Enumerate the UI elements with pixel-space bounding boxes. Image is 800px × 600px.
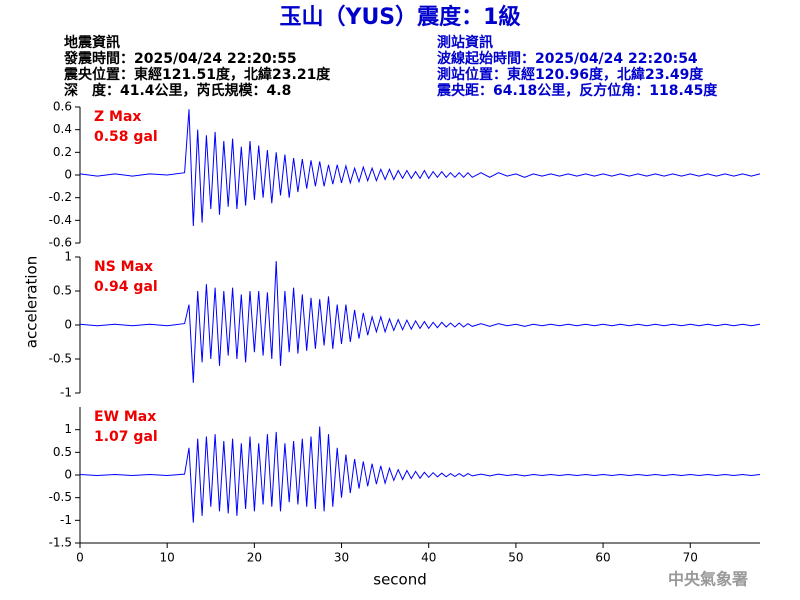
footer-logo: 中央氣象署 [668, 570, 748, 589]
x-axis-label: second [373, 571, 427, 589]
y-tick-label: 1 [64, 422, 72, 436]
x-tick-label: 70 [683, 551, 698, 565]
y-tick-label: -1.5 [49, 536, 72, 550]
annotation: EW Max [94, 409, 156, 425]
y-tick-label: -0.6 [49, 236, 72, 250]
y-tick-label: 0 [64, 468, 72, 482]
y-tick-label: 0 [64, 168, 72, 182]
x-tick-label: 10 [160, 551, 175, 565]
y-tick-label: 0.5 [53, 445, 72, 459]
y-tick-label: 0.5 [53, 284, 72, 298]
waveform [79, 109, 761, 227]
annotation: Z Max [94, 109, 141, 125]
y-tick-label: 1 [64, 250, 72, 264]
y-tick-label: 0 [64, 318, 72, 332]
y-tick-label: -0.5 [49, 490, 72, 504]
x-tick-label: 50 [508, 551, 523, 565]
y-tick-label: -0.4 [49, 213, 72, 227]
info-right: 測站位置：東經120.96度，北緯23.49度 [437, 66, 704, 83]
x-tick-label: 40 [421, 551, 436, 565]
info-left: 發震時間：2025/04/24 22:20:55 [63, 50, 297, 67]
y-tick-label: -1 [60, 513, 72, 527]
annotation: 1.07 gal [94, 429, 158, 445]
x-tick-label: 30 [334, 551, 349, 565]
y-tick-label: -0.5 [49, 352, 72, 366]
y-axis-label: acceleration [23, 256, 41, 348]
annotation: 0.94 gal [94, 279, 158, 295]
y-tick-label: -0.2 [49, 190, 72, 204]
info-right: 震央距：64.18公里，反方位角：118.45度 [436, 82, 718, 99]
waveform [79, 426, 761, 523]
info-left: 震央位置：東經121.51度，北緯23.21度 [63, 66, 331, 83]
chart-title: 玉山（YUS）震度：1級 [280, 4, 521, 30]
info-right: 測站資訊 [437, 34, 493, 51]
annotation: 0.58 gal [94, 129, 158, 145]
x-tick-label: 60 [595, 551, 610, 565]
y-tick-label: 0.2 [53, 145, 72, 159]
info-right: 波線起始時間：2025/04/24 22:20:54 [437, 50, 698, 67]
waveform [79, 261, 761, 383]
x-tick-label: 0 [76, 551, 84, 565]
annotation: NS Max [94, 259, 153, 275]
info-left: 深 度：41.4公里，芮氏規模：4.8 [64, 82, 291, 99]
y-tick-label: 0.6 [53, 100, 72, 114]
x-tick-label: 20 [247, 551, 262, 565]
y-tick-label: -1 [60, 386, 72, 400]
y-tick-label: 0.4 [53, 122, 72, 136]
info-left: 地震資訊 [64, 34, 120, 51]
